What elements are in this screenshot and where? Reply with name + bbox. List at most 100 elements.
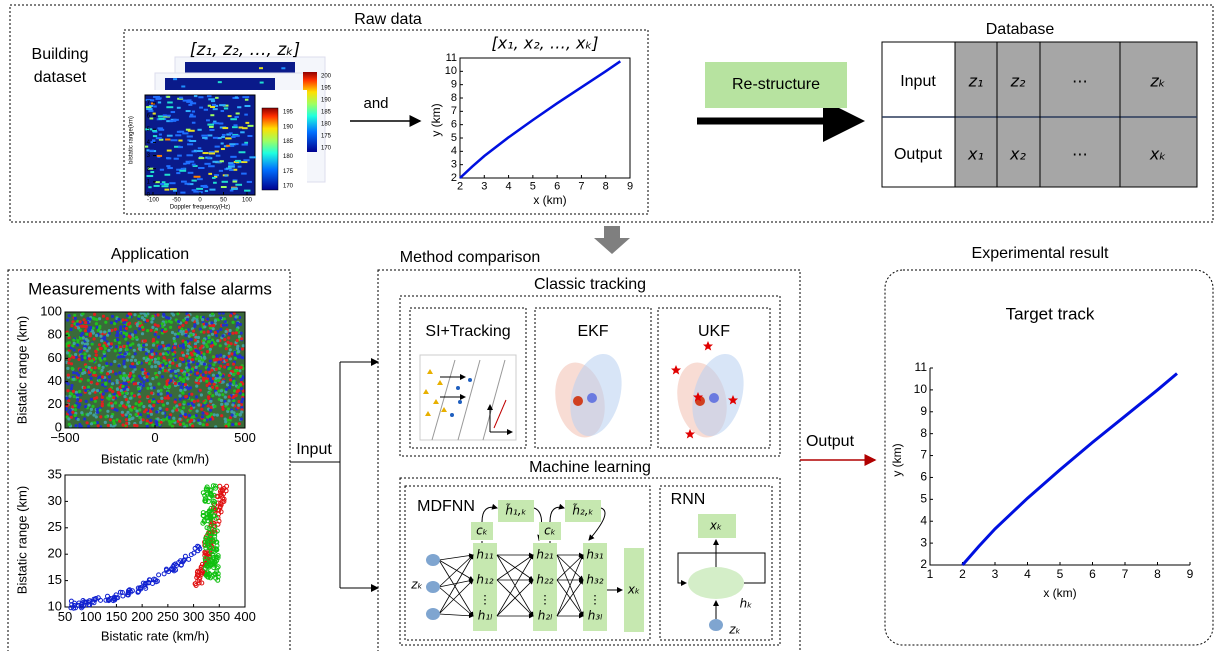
heatmap-cell [230, 166, 235, 168]
scatter-point [84, 329, 87, 332]
heatmap-cell [204, 163, 210, 165]
scatter-point [112, 396, 115, 399]
heatmap-cell [184, 183, 190, 185]
scatter-point [162, 572, 166, 576]
scatter-point [83, 352, 86, 355]
scatter-point [189, 386, 192, 389]
state-dot [709, 393, 719, 403]
label: and [363, 95, 388, 112]
label: h₃₂ [586, 573, 603, 587]
scatter-point [96, 411, 99, 414]
label: cₖ [544, 524, 556, 538]
label: Bistatic range (km) [14, 316, 29, 424]
scatter-point [71, 367, 74, 370]
heatmap-cell [229, 132, 233, 134]
scatter-point [213, 405, 216, 408]
y-tick-label: 10 [48, 598, 62, 613]
scatter-point [231, 414, 234, 417]
heatmap-cell [215, 146, 220, 148]
scatter-point [76, 343, 79, 346]
scatter-point [202, 379, 205, 382]
scatter-point [239, 383, 242, 386]
scatter-point [179, 330, 182, 333]
scatter-point [168, 385, 171, 388]
heatmap-cell [259, 67, 263, 69]
scatter-point [67, 382, 70, 385]
label: Database [986, 21, 1055, 38]
scatter-point [216, 339, 219, 342]
scatter-point [229, 329, 232, 332]
scatter-point [170, 370, 173, 373]
heatmap-cell [239, 151, 246, 153]
heatmap-cell [281, 67, 285, 69]
scatter-point [99, 330, 102, 333]
scatter-point [227, 336, 230, 339]
scatter-point [121, 385, 124, 388]
label: EKF [577, 323, 608, 340]
scatter-point [95, 350, 98, 353]
heatmap-cell [244, 142, 248, 144]
scatter-point [175, 404, 178, 407]
scatter-point [125, 392, 128, 395]
x-tick-label: 200 [131, 609, 153, 624]
scatter-point [213, 413, 216, 416]
scatter-point [91, 342, 94, 345]
scatter-point [161, 375, 164, 378]
scatter-point [242, 344, 245, 347]
scatter-point [175, 375, 178, 378]
scatter-point [158, 345, 161, 348]
scatter-point [114, 401, 117, 404]
scatter-point [160, 389, 163, 392]
heatmap-cell [241, 173, 247, 175]
scatter-point [195, 357, 198, 360]
heatmap-cell [220, 160, 224, 162]
label: xₖ [709, 519, 722, 533]
scatter-point [216, 358, 219, 361]
sigma-point [703, 341, 713, 351]
scatter-point [203, 356, 206, 359]
scatter-point [202, 331, 205, 334]
scatter-point [225, 359, 228, 362]
x-tick-label: 2 [959, 567, 966, 581]
scatter-point [142, 344, 145, 347]
scatter-point [179, 344, 182, 347]
scatter-point [133, 382, 136, 385]
scatter-point [234, 415, 237, 418]
scatter-point [128, 405, 131, 408]
scatter-point [198, 357, 201, 360]
label: Bistatic rate (km/h) [101, 628, 209, 643]
heatmap-cell [242, 144, 248, 146]
heatmap-cell [192, 122, 196, 124]
scatter-point [127, 323, 130, 326]
scatter-point [150, 365, 153, 368]
scatter-point [182, 319, 185, 322]
heatmap-cell [164, 189, 169, 191]
scatter-point [139, 347, 142, 350]
scatter-point [99, 415, 102, 418]
scatter-point [212, 327, 215, 330]
scatter-point [124, 338, 127, 341]
scatter-point [224, 402, 227, 405]
scatter-point [161, 341, 164, 344]
scatter-point [211, 324, 214, 327]
scatter-point [193, 400, 196, 403]
scatter-point [214, 319, 217, 322]
scatter-point [166, 392, 169, 395]
colorbar-label: 175 [283, 169, 294, 175]
y-tick-label: 9 [451, 79, 457, 91]
colorbar-label: 185 [283, 139, 294, 145]
scatter-point [113, 360, 116, 363]
heatmap-cell [186, 110, 191, 112]
heatmap-cell [198, 157, 204, 159]
label: Bistatic range (km) [14, 486, 29, 594]
scatter-point [206, 345, 209, 348]
scatter-point [236, 345, 239, 348]
heatmap-cell [197, 129, 201, 131]
scatter-point [142, 384, 145, 387]
scatter-point [123, 395, 126, 398]
heatmap-cell [232, 126, 238, 128]
scatter-point [207, 368, 210, 371]
scatter-point [215, 368, 218, 371]
scatter-point [202, 341, 205, 344]
heatmap-cell [221, 148, 225, 150]
